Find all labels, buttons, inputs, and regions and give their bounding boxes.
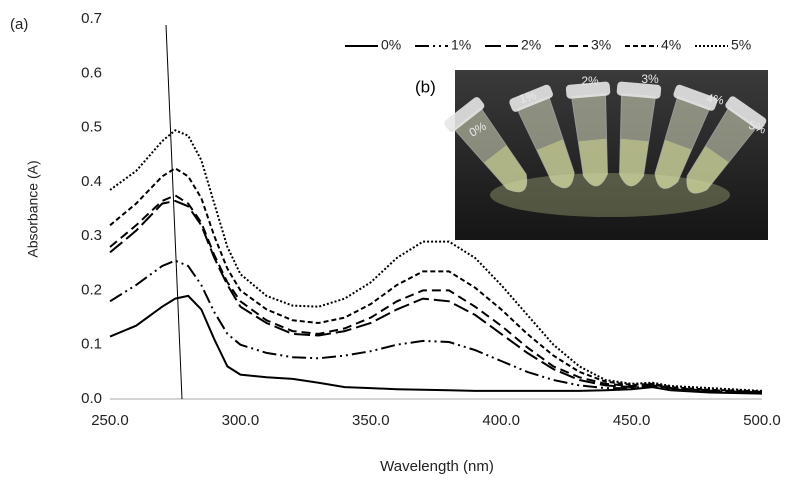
tube-liquid [536, 139, 575, 188]
legend-label: 3% [591, 37, 611, 53]
legend-label: 0% [381, 37, 401, 53]
series-line [109, 294, 763, 395]
series-line [109, 259, 763, 394]
y-tick-label: 0.7 [81, 10, 102, 27]
y-axis-title: Absorbance (A) [25, 160, 41, 257]
y-tick-label: 0.2 [81, 281, 102, 298]
x-axis-title: Wavelength (nm) [380, 458, 494, 475]
legend: 0% 1% 2% 3% 4% 5% [345, 37, 751, 53]
tube [686, 96, 767, 194]
x-tick-label: 400.0 [482, 412, 520, 429]
y-tick-label: 0.5 [81, 119, 102, 136]
tube-cap [725, 96, 767, 130]
y-tick-label: 0.4 [81, 173, 102, 190]
legend-label: 2% [521, 37, 541, 53]
y-tick-label: 0.6 [81, 64, 102, 81]
y-tick-label: 0.3 [81, 227, 102, 244]
tube-cap [509, 84, 553, 112]
tube-liquid [484, 145, 527, 192]
panel-label: (a) [10, 16, 28, 33]
series-line [109, 167, 763, 393]
inset-label: (b) [415, 77, 436, 96]
tube [444, 97, 528, 193]
tube [565, 81, 611, 187]
tube-label: 2% [581, 74, 599, 88]
tube [509, 84, 575, 189]
legend-label: 5% [731, 37, 751, 53]
tube-liquid [686, 146, 729, 193]
x-tick-label: 500.0 [743, 412, 781, 429]
series-line [109, 194, 763, 393]
x-tick-label: 350.0 [352, 412, 390, 429]
tube-cap [673, 84, 718, 111]
legend-label: 4% [661, 37, 681, 53]
tube-label: 4% [705, 91, 725, 108]
legend-label: 1% [451, 37, 471, 53]
tube-cap [616, 81, 662, 99]
x-tick-label: 250.0 [91, 412, 129, 429]
x-tick-label: 450.0 [613, 412, 651, 429]
tube-label: 3% [641, 72, 659, 86]
guide-line [165, 24, 183, 400]
tube-label: 5% [747, 118, 768, 137]
tube-cap [565, 81, 611, 99]
tube [616, 81, 662, 187]
y-tick-label: 0.1 [81, 336, 102, 353]
series-line [109, 199, 763, 394]
tube [654, 84, 718, 189]
inset-photo: 0%1%2% 3%4%5% [444, 70, 768, 240]
tube-cap [444, 97, 485, 132]
y-tick-label: 0.0 [81, 390, 102, 407]
x-tick-label: 300.0 [222, 412, 260, 429]
tube-liquid [578, 138, 608, 186]
tube-label: 1% [518, 88, 539, 106]
series-line [109, 129, 763, 392]
tube-liquid [655, 139, 692, 189]
tube-liquid [619, 138, 649, 186]
